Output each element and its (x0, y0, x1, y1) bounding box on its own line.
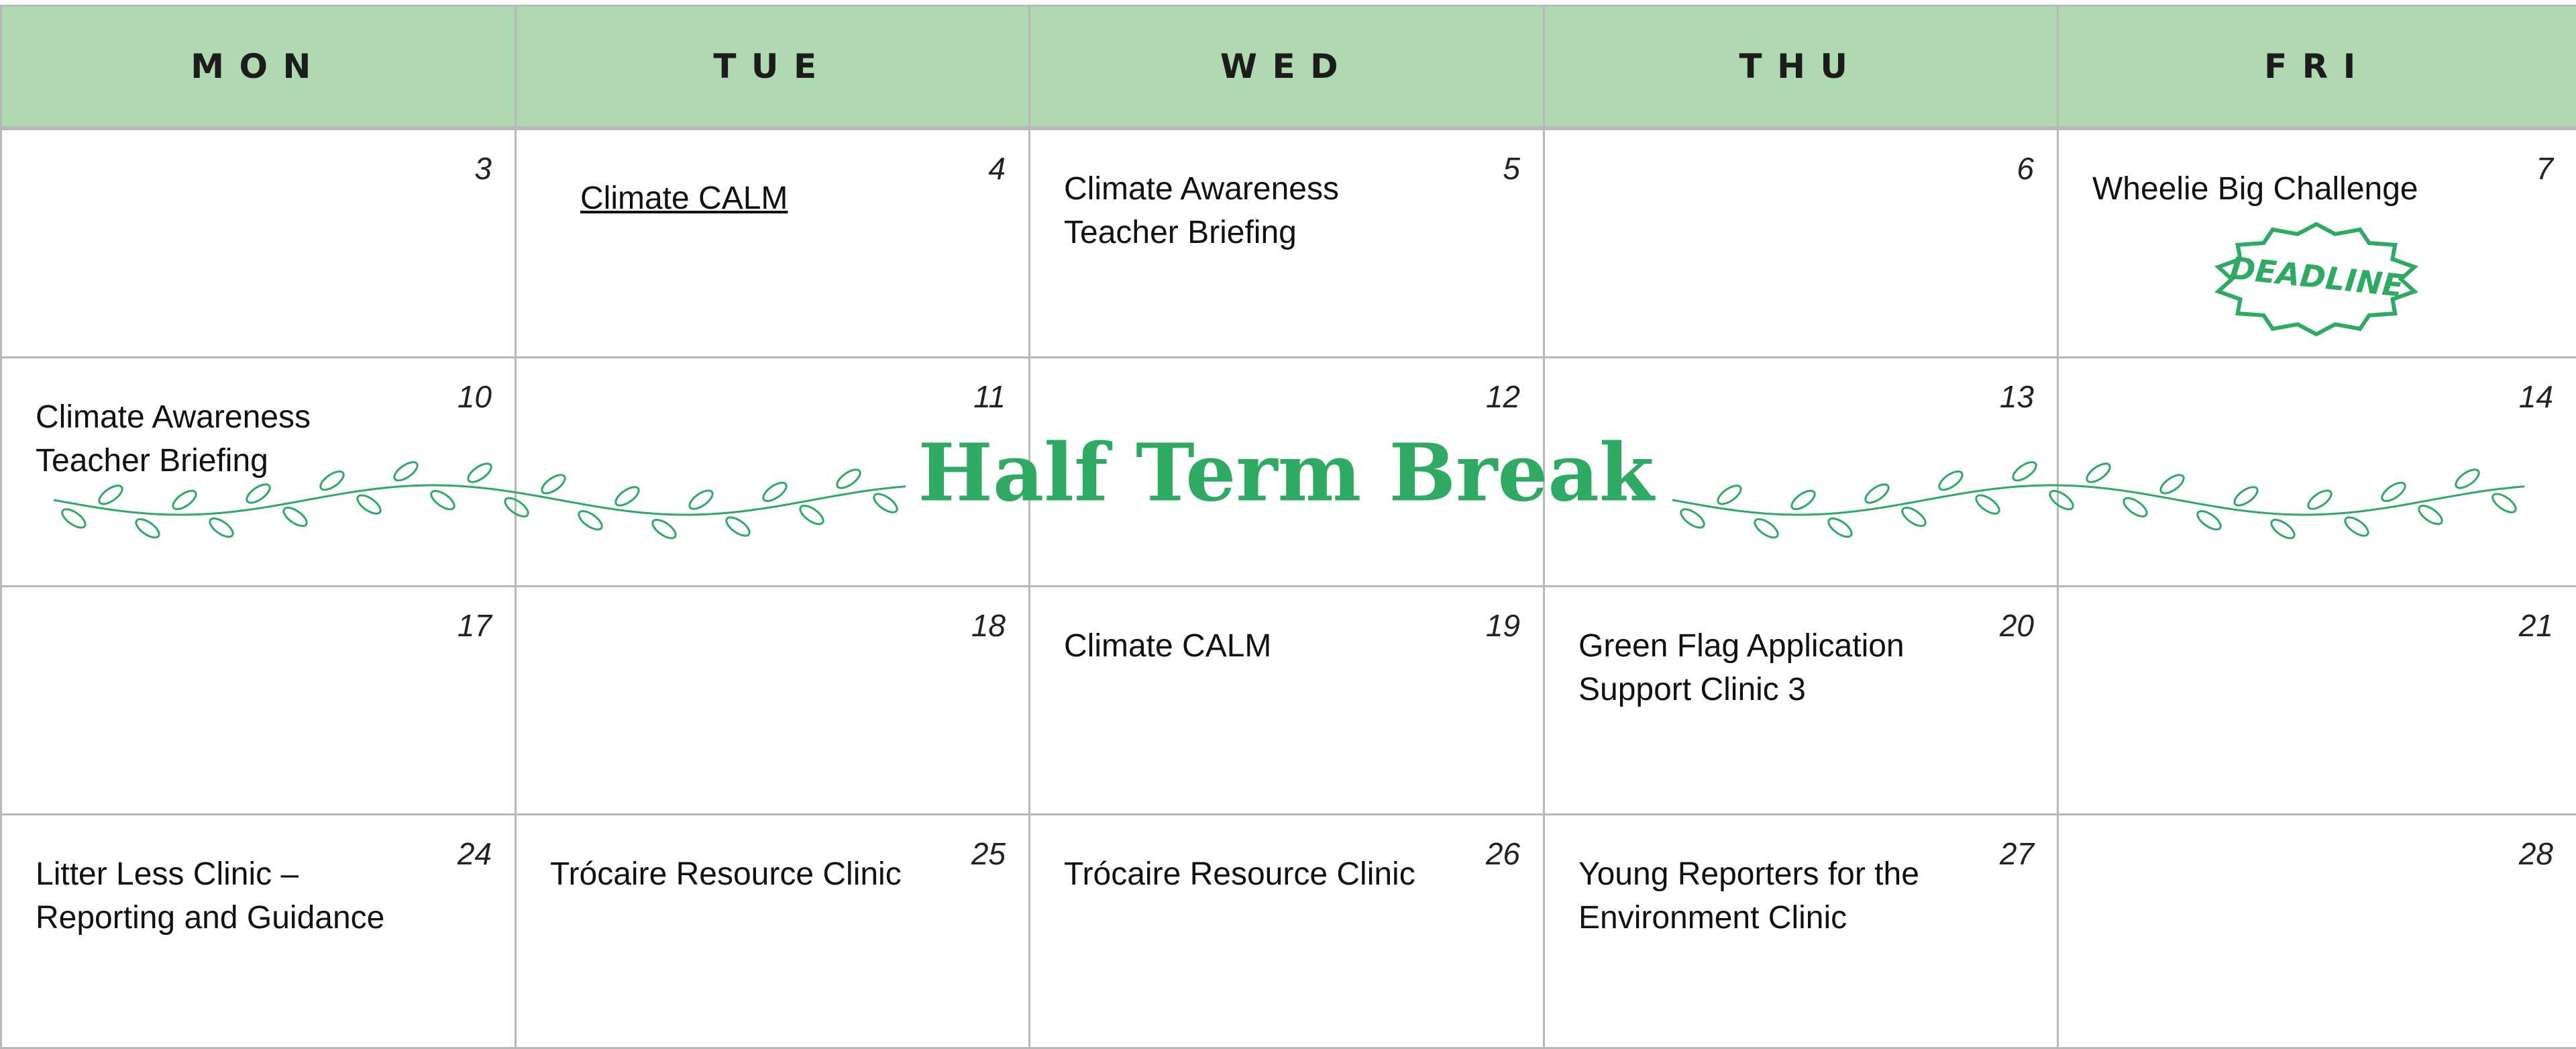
vine-leaf (2379, 479, 2408, 505)
vine-leaf (2047, 487, 2076, 513)
vine-leaf (612, 484, 641, 509)
vine-leaf (2453, 466, 2481, 492)
vine-leaf (1936, 468, 1965, 493)
vine-leaf (686, 487, 715, 513)
vine-leaf (133, 515, 162, 541)
vine-leaf (2305, 487, 2334, 513)
vine-leaf (280, 504, 309, 530)
vine-leaf (96, 482, 125, 507)
vine-leaf (871, 491, 900, 516)
vine-leaf (354, 492, 383, 517)
vine-leaf (1752, 515, 1780, 541)
banner-title: Half Term Break (918, 426, 1656, 519)
vine-leaf (649, 516, 678, 542)
vine-leaf (1678, 506, 1707, 532)
vine-leaf (2157, 472, 2186, 497)
vine-leaf (576, 507, 604, 533)
vine-leaf (428, 487, 457, 513)
vine-leaf (2342, 514, 2371, 540)
vine-leaf (1973, 492, 2002, 517)
calendar-page: MONTUEWEDTHUFRI34Climate CALM5Climate Aw… (0, 0, 2576, 1036)
vine-leaf (2084, 460, 2112, 486)
decorations: DEADLINE Half Term Break (0, 0, 2576, 1036)
vine-leaf (1899, 504, 1928, 530)
vine-leaf (170, 487, 199, 513)
vine-leaf (723, 514, 752, 540)
vine-leaf (797, 502, 826, 528)
vine-leaf (1825, 515, 1854, 540)
vine-leaf (391, 458, 420, 484)
vine-leaf (1862, 481, 1891, 507)
vine (1672, 485, 2524, 515)
stamp-text: DEADLINE (2228, 250, 2405, 304)
vine-leaf (2194, 507, 2223, 533)
vine-leaf (59, 506, 88, 532)
vine-leaf (2121, 495, 2149, 520)
vine-leaf (1788, 487, 1817, 513)
vine-leaf (502, 495, 531, 520)
vine-leaf (760, 479, 789, 505)
vine-leaf (317, 468, 346, 493)
vine (54, 485, 906, 515)
vine-leaf (2231, 484, 2260, 509)
vine-leaf (2010, 458, 2039, 484)
vine-leaf (2489, 491, 2518, 516)
vine-leaf (834, 466, 863, 492)
vine-leaf (2416, 502, 2445, 528)
vine-leaf (539, 472, 568, 497)
vine-leaf (1715, 482, 1743, 507)
vine-leaf (465, 460, 494, 486)
vine-leaf (2268, 516, 2297, 542)
vine-leaf (207, 515, 235, 540)
vine-leaf (244, 481, 272, 507)
